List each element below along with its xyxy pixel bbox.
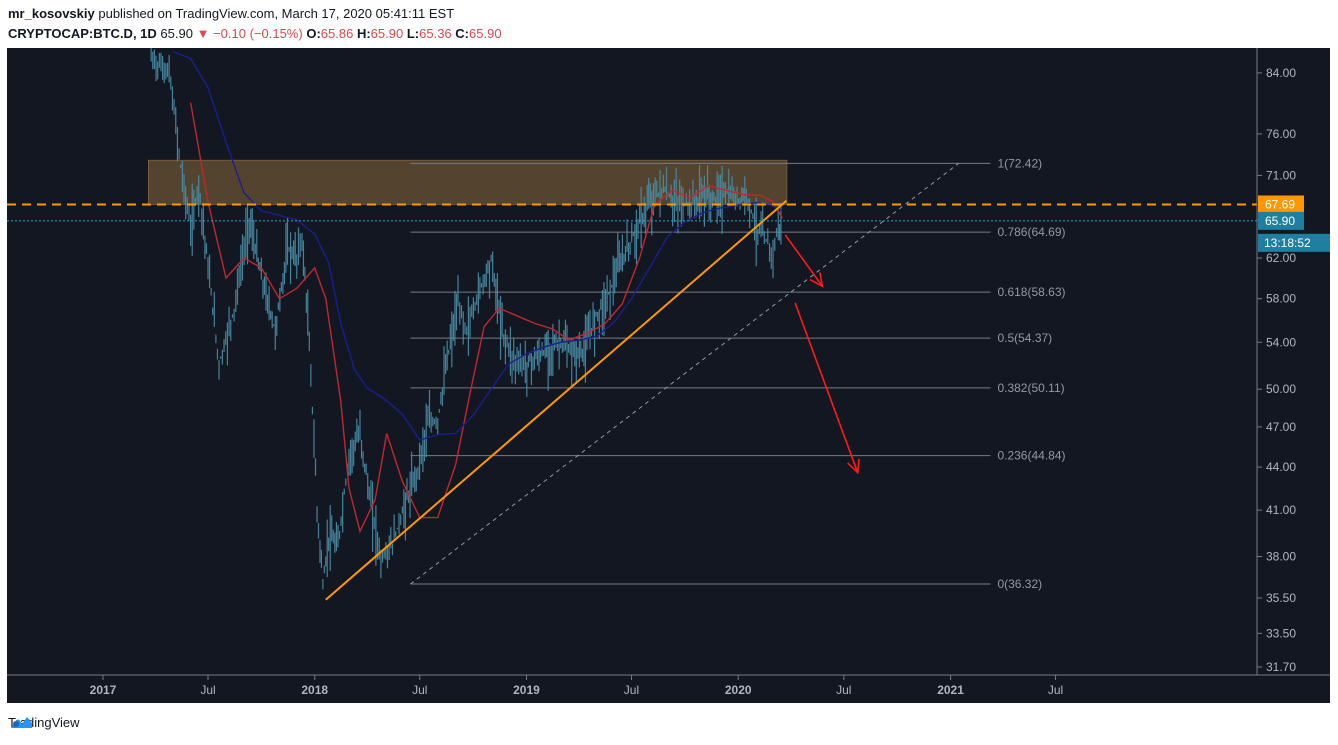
level-badge: 67.69: [1265, 197, 1295, 211]
y-tick-label: 33.50: [1266, 626, 1296, 640]
last-price-badge-bg: [1258, 211, 1304, 230]
fib-trend-dashed-line: [410, 162, 959, 585]
x-tick-label: 2020: [725, 683, 752, 697]
high-value: 65.90: [370, 26, 404, 41]
y-tick-label: 38.00: [1266, 549, 1296, 563]
x-tick-label: Jul: [836, 683, 851, 697]
arrow-head: [847, 458, 860, 475]
arrow-head: [809, 272, 824, 288]
y-tick-label: 41.00: [1266, 503, 1296, 517]
y-tick-label: 54.00: [1266, 335, 1296, 349]
x-tick-label: 2018: [301, 683, 328, 697]
fib-level-label: 1(72.42): [997, 156, 1042, 170]
fib-level-label: 0.5(54.37): [997, 331, 1052, 345]
x-tick-label: 2021: [937, 683, 964, 697]
y-tick-label: 76.00: [1266, 127, 1296, 141]
close-value: 65.90: [469, 26, 502, 41]
fib-level-label: 0.236(44.84): [997, 449, 1065, 463]
fib-level-label: 0(36.32): [997, 577, 1042, 591]
y-tick-label: 35.50: [1266, 591, 1296, 605]
chart-background: [7, 48, 1330, 703]
y-tick-label: 62.00: [1266, 251, 1296, 265]
author-name[interactable]: mr_kosovskiy: [8, 6, 95, 21]
open-label: O:: [306, 26, 321, 41]
y-tick-label: 47.00: [1266, 420, 1296, 434]
symbol-title[interactable]: CRYPTOCAP:BTC.D, 1D: [8, 26, 157, 41]
publish-line: mr_kosovskiy published on TradingView.co…: [8, 6, 454, 21]
y-tick-label: 44.00: [1266, 460, 1296, 474]
x-tick-label: Jul: [200, 683, 215, 697]
low-label: L:: [406, 26, 420, 41]
y-tick-label: 84.00: [1266, 66, 1296, 80]
price-change: ▼ −0.10 (−0.15%): [196, 26, 303, 41]
last-price-badge: 65.90: [1265, 214, 1295, 228]
resistance-zone: [147, 159, 788, 205]
x-tick-label: Jul: [624, 683, 639, 697]
tradingview-cloud-icon: [11, 717, 32, 728]
fib-level-label: 0.382(50.11): [997, 381, 1064, 395]
x-tick-label: Jul: [1048, 683, 1063, 697]
ema-slow-line: [172, 50, 783, 441]
symbol-line: CRYPTOCAP:BTC.D, 1D 65.90 ▼ −0.10 (−0.15…: [8, 26, 502, 41]
fib-level-label: 0.786(64.69): [997, 225, 1065, 239]
level-badge-bg: [1258, 195, 1304, 214]
ema-fast-line: [189, 102, 783, 534]
y-tick-label: 58.00: [1266, 292, 1296, 306]
tradingview-logo[interactable]: TradingView: [8, 715, 80, 730]
ascending-trendline: [325, 200, 788, 601]
countdown-badge-bg: [1258, 233, 1330, 252]
published-text: published on TradingView.com, March 17, …: [98, 6, 455, 21]
y-tick-label: 31.70: [1266, 660, 1296, 674]
high-label: H:: [356, 26, 371, 41]
fib-level-label: 0.618(58.63): [997, 285, 1065, 299]
last-value: 65.90: [160, 26, 193, 41]
y-tick-label: 71.00: [1266, 168, 1296, 182]
price-chart[interactable]: 1(72.42) 0.786(64.69) 0.618(58.63) 0.5(54.3…: [7, 48, 1330, 703]
downward-arrow: [784, 234, 823, 287]
low-value: 65.36: [419, 26, 452, 41]
close-label: C:: [455, 26, 470, 41]
chart-header: mr_kosovskiy published on TradingView.co…: [0, 0, 1338, 48]
footer: TradingView: [0, 703, 1338, 745]
y-tick-label: 50.00: [1266, 382, 1296, 396]
chart-area[interactable]: 1(72.42) 0.786(64.69) 0.618(58.63) 0.5(54.3…: [7, 48, 1330, 703]
downward-arrow: [794, 302, 859, 473]
x-tick-label: 2017: [90, 683, 117, 697]
x-tick-label: 2019: [513, 683, 540, 697]
countdown-badge: 13:18:52: [1264, 236, 1311, 250]
open-value: 65.86: [320, 26, 354, 41]
x-tick-label: Jul: [412, 683, 427, 697]
